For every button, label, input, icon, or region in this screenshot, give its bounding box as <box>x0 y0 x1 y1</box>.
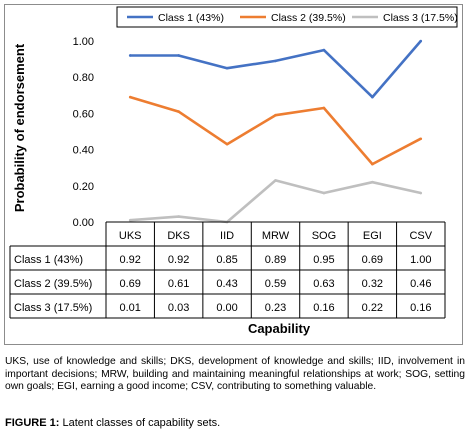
data-label: 0.89 <box>265 254 286 266</box>
data-label: 0.59 <box>265 278 286 290</box>
data-label: 0.01 <box>120 302 141 314</box>
data-point <box>128 95 132 99</box>
legend-label-class-2-39-5: Class 2 (39.5%) <box>271 12 346 24</box>
data-label: 0.43 <box>216 278 237 290</box>
data-point <box>177 54 180 57</box>
legend: Class 1 (43%) Class 2 (39.5%) Class 3 (17.… <box>116 6 458 28</box>
figure-caption-text: Latent classes of capability sets. <box>59 417 221 429</box>
series-line-class-3-17-5 <box>130 179 422 224</box>
data-point <box>274 113 277 117</box>
y-tick-label: 0.40 <box>73 145 94 157</box>
data-point <box>177 215 180 218</box>
data-point <box>419 191 423 195</box>
data-label: 0.69 <box>362 254 383 266</box>
legend-label-class-1-43: Class 1 (43%) <box>158 12 224 24</box>
data-label: 0.32 <box>362 278 383 290</box>
data-label: 0.85 <box>216 254 237 266</box>
data-point <box>419 137 423 141</box>
data-label: 0.03 <box>168 302 189 314</box>
data-point <box>371 162 374 166</box>
y-tick-label: 0.80 <box>73 72 94 84</box>
data-point <box>322 106 326 110</box>
data-label: 0.22 <box>362 302 383 314</box>
data-label: 0.92 <box>120 254 141 266</box>
x-tick-label: MRW <box>262 230 290 242</box>
figure-caption-label: FIGURE 1: <box>5 417 60 429</box>
data-label: 0.95 <box>313 254 334 266</box>
data-label: 0.69 <box>120 278 141 290</box>
data-point <box>322 48 326 52</box>
data-table: UKS DKS IID MRW SOG EGI CSV Class 1 (43%) 0.92 0.… <box>9 221 446 319</box>
table-row-header: Class 2 (39.5%) <box>14 278 92 290</box>
table-row-header: Class 3 (17.5%) <box>14 302 92 314</box>
y-tick-label: 0.00 <box>73 217 94 229</box>
x-tick-label: EGI <box>363 230 382 242</box>
data-point <box>177 110 180 113</box>
chart: Class 1 (43%) Class 2 (39.5%) Class 3 (17.… <box>9 6 458 336</box>
series-lines <box>128 39 423 224</box>
series-line-class-2-39-5 <box>129 95 422 166</box>
figure-frame <box>4 4 463 345</box>
series-line-class-1-43 <box>130 40 422 99</box>
data-point <box>371 180 374 184</box>
x-tick-label: DKS <box>167 230 190 242</box>
data-label: 1.00 <box>410 254 431 266</box>
y-tick-label: 0.60 <box>73 108 94 120</box>
data-point <box>274 59 277 63</box>
data-point <box>322 191 326 195</box>
data-label: 0.46 <box>410 278 431 290</box>
x-tick-label: CSV <box>409 230 432 242</box>
data-point <box>128 54 132 57</box>
figure-footnote: UKS, use of knowledge and skills; DKS, d… <box>5 356 465 392</box>
data-label: 0.61 <box>168 278 189 290</box>
data-point <box>128 218 132 222</box>
x-tick-label: IID <box>220 230 234 242</box>
data-point <box>371 95 374 99</box>
data-point <box>419 39 423 43</box>
data-point <box>225 66 229 70</box>
data-label: 0.00 <box>216 302 237 314</box>
data-label: 0.16 <box>313 302 334 314</box>
data-label: 0.23 <box>265 302 286 314</box>
data-point <box>225 142 229 146</box>
data-label: 0.92 <box>168 254 189 266</box>
x-axis-title: Capability <box>248 321 311 336</box>
y-tick-label: 1.00 <box>73 36 94 48</box>
y-axis-title: Probability of endorsement <box>12 43 27 212</box>
data-label: 0.16 <box>410 302 431 314</box>
y-axis: 0.00 0.20 0.40 0.60 0.80 1.00 <box>73 36 94 229</box>
data-point <box>274 179 277 182</box>
figure-caption: FIGURE 1: Latent classes of capability s… <box>5 417 465 430</box>
legend-label-class-3-17-5: Class 3 (17.5%) <box>383 12 458 24</box>
x-tick-label: UKS <box>119 230 142 242</box>
data-label: 0.63 <box>313 278 334 290</box>
table-row-header: Class 1 (43%) <box>14 254 83 266</box>
y-tick-label: 0.20 <box>73 181 94 193</box>
legend-box <box>116 6 458 28</box>
x-tick-label: SOG <box>312 230 336 242</box>
